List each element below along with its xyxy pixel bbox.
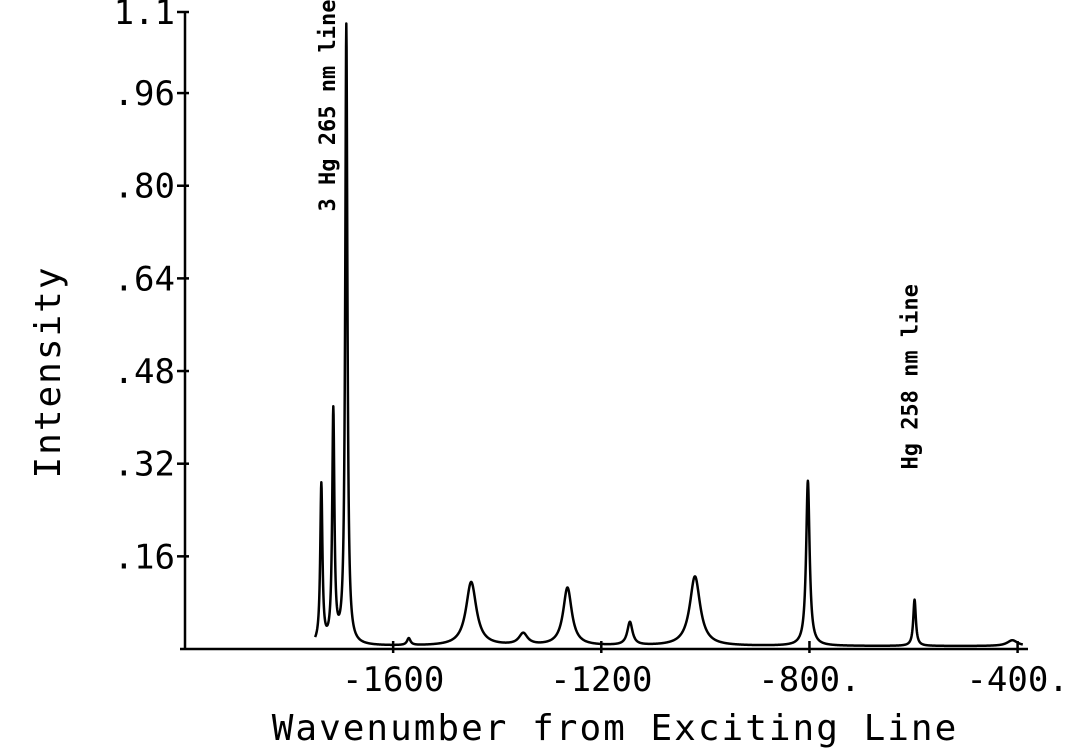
y-tick-label: 1.1 — [114, 0, 175, 33]
ticks: .16 .32 .48 .64 .80 .96 1.1 -1600 -1200 -800. -400… — [114, 0, 1069, 700]
y-tick-label: .32 — [114, 445, 175, 485]
annotations: 3 Hg 265 nm lines Hg 258 nm line — [316, 0, 924, 470]
y-tick-label: .16 — [114, 537, 175, 577]
series-line — [313, 22, 1024, 648]
annotation-label: Hg 258 nm line — [899, 284, 924, 469]
y-tick-label: .80 — [114, 167, 175, 207]
x-tick-label: -400. — [966, 660, 1068, 700]
axes — [180, 12, 1028, 651]
x-tick-label: -800. — [758, 660, 860, 700]
y-tick-label: .64 — [114, 259, 175, 299]
annotation-label: 3 Hg 265 nm lines — [316, 0, 341, 211]
x-tick-label: -1200 — [550, 660, 652, 700]
y-tick-label: .48 — [114, 352, 175, 392]
y-axis-label: Intensity — [28, 265, 69, 478]
x-tick-label: -1600 — [342, 660, 444, 700]
x-axis-label: Wavenumber from Exciting Line — [272, 708, 959, 749]
y-tick-label: .96 — [114, 74, 175, 114]
